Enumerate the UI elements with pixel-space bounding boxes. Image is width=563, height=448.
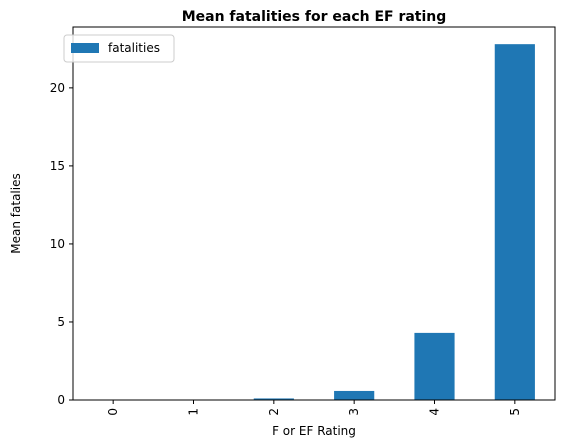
bar-5	[494, 44, 535, 401]
bar-3	[334, 390, 375, 400]
x-tick-label: 0	[106, 408, 120, 416]
y-tick-label: 20	[50, 81, 65, 95]
legend-label: fatalities	[108, 41, 160, 55]
y-axis: 0 5 10 15 20	[50, 81, 73, 407]
y-axis-label: Mean fatalies	[9, 173, 23, 253]
bar-2	[253, 398, 294, 400]
x-tick-label: 1	[187, 408, 201, 416]
bar-4	[414, 332, 455, 400]
y-tick-label: 10	[50, 237, 65, 251]
x-tick-label: 4	[428, 408, 442, 416]
x-tick-label: 2	[267, 408, 281, 416]
x-tick-label: 5	[508, 408, 522, 416]
y-tick-label: 15	[50, 159, 65, 173]
plot-frame	[72, 26, 556, 401]
x-axis-label: F or EF Rating	[272, 424, 356, 438]
x-tick-label: 3	[347, 408, 361, 416]
x-axis: 0 1 2 3 4 5	[106, 400, 522, 416]
plot-bars	[93, 44, 535, 401]
y-tick-label: 0	[57, 393, 65, 407]
legend: fatalities	[63, 34, 175, 63]
chart-title: Mean fatalities for each EF rating	[182, 9, 447, 25]
legend-swatch	[71, 43, 99, 53]
y-tick-label: 5	[57, 315, 65, 329]
legend-box	[63, 34, 175, 63]
